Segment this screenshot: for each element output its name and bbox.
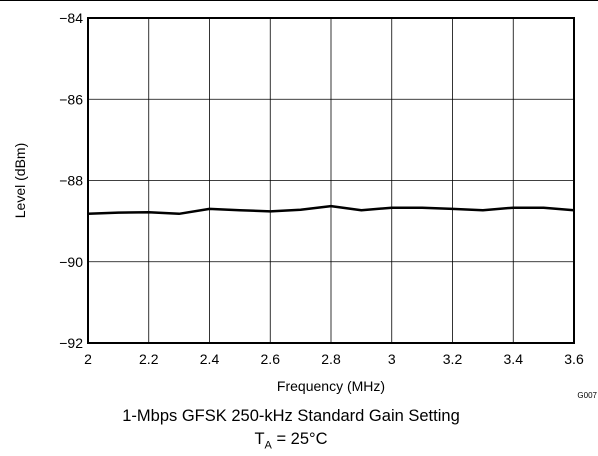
y-tick-label: −88: [59, 173, 83, 189]
grid: [87, 17, 575, 344]
data-series: [87, 204, 575, 216]
x-tick-label: 2: [84, 351, 92, 367]
x-tick-label: 3: [388, 351, 396, 367]
plot-frame: [87, 17, 575, 344]
y-tick-label: −84: [59, 10, 83, 26]
x-tick-label: 2.4: [200, 351, 220, 367]
x-tick-label: 2.8: [321, 351, 341, 367]
y-tick-labels: −84 −86 −88 −90 −92: [59, 10, 83, 351]
caption-temperature: TA = 25°C: [0, 430, 590, 451]
caption-gain-setting: 1-Mbps GFSK 250-kHz Standard Gain Settin…: [122, 407, 460, 425]
y-tick-label: −92: [59, 335, 83, 351]
x-tick-label: 3.6: [564, 351, 584, 367]
temperature-symbol: T: [254, 430, 265, 448]
figure-id: G007: [577, 391, 597, 400]
x-tick-labels: 2 2.2 2.4 2.6 2.8 3 3.2 3.4 3.6: [84, 351, 584, 367]
y-tick-label: −86: [59, 91, 83, 107]
temperature-value: = 25°C: [271, 430, 328, 448]
x-tick-label: 2.6: [261, 351, 281, 367]
x-axis-title: Frequency (MHz): [277, 378, 385, 394]
x-tick-label: 3.4: [504, 351, 524, 367]
series-line: [87, 204, 575, 216]
x-tick-label: 3.2: [443, 351, 463, 367]
x-tick-label: 2.2: [139, 351, 159, 367]
y-tick-label: −90: [59, 254, 83, 270]
y-axis-title: Level (dBm): [12, 143, 28, 218]
temperature-subscript: A: [264, 439, 272, 452]
top-rule: [0, 0, 598, 1]
